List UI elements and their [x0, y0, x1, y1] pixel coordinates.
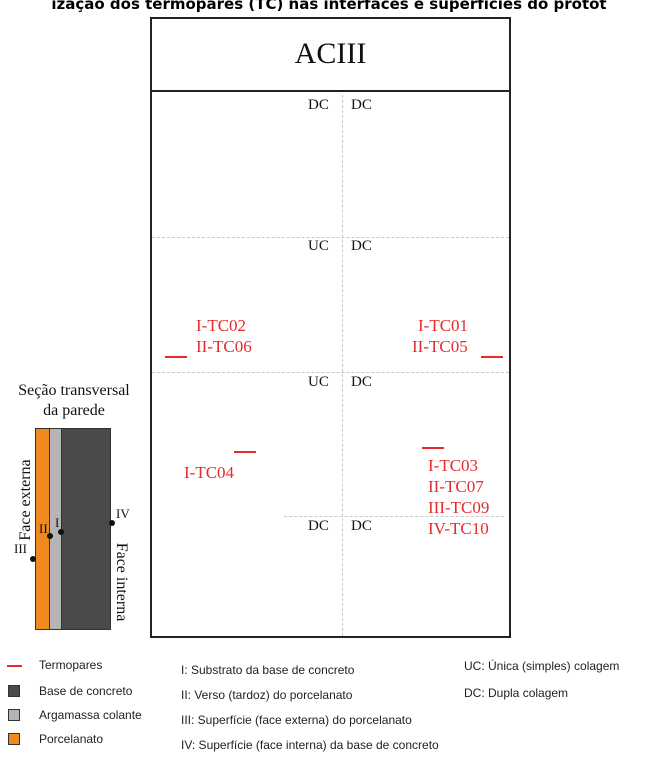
position-label-iii: III — [14, 541, 27, 556]
legend-position: II: Verso (tardoz) do porcelanato — [181, 688, 353, 702]
tc-label: II-TC07 — [428, 477, 484, 496]
tc-label: I-TC02 — [196, 316, 247, 335]
tc-label: I-TC01 — [418, 316, 469, 335]
legend-swatch-termopares — [7, 665, 22, 667]
tc-label: I-TC04 — [184, 463, 235, 482]
layer-concreto — [61, 428, 111, 630]
row-divider-1 — [152, 237, 509, 238]
zone-label: DC — [351, 518, 372, 534]
section-title: Seção transversal da parede — [4, 381, 144, 421]
legend-label: Base de concreto — [39, 684, 133, 698]
legend-swatch-concreto — [8, 685, 20, 697]
tc-label: IV-TC10 — [428, 519, 489, 538]
legend-label: Porcelanato — [39, 732, 104, 746]
tc-label: II-TC05 — [412, 337, 468, 356]
panel-title: ACIII — [150, 17, 511, 92]
section-title-line: da parede — [43, 402, 105, 419]
face-external-label: Face externa — [17, 459, 34, 541]
thermocouple-marker — [481, 356, 503, 358]
legend-label: Termopares — [39, 658, 103, 672]
legend-bonding: DC: Dupla colagem — [464, 686, 569, 700]
position-dot-ii — [47, 533, 53, 539]
face-internal-label: Face interna — [113, 542, 130, 622]
center-divider — [342, 95, 343, 636]
position-label-ii: II — [39, 521, 48, 536]
position-dot-iv — [109, 520, 115, 526]
position-label-iv: IV — [116, 506, 130, 521]
thermocouple-marker — [422, 447, 444, 449]
legend-position: I: Substrato da base de concreto — [181, 663, 355, 677]
zone-label: DC — [308, 518, 329, 534]
figure-caption: ização dos termopares (TC) nas interface… — [51, 0, 607, 13]
zone-label: DC — [351, 97, 372, 113]
legend-position: III: Superfície (face externa) do porcel… — [181, 713, 412, 727]
tc-label: III-TC09 — [428, 498, 490, 517]
row-divider-3 — [284, 516, 504, 517]
zone-label: DC — [351, 374, 372, 390]
position-label-i: I — [55, 515, 60, 530]
thermocouple-marker — [234, 451, 256, 453]
zone-label: UC — [308, 374, 329, 390]
panel-outline — [150, 17, 511, 638]
row-divider-2 — [152, 372, 509, 373]
position-dot-i — [58, 529, 64, 535]
legend-swatch-argamassa — [8, 709, 20, 721]
legend-swatch-porcelanato — [8, 733, 20, 745]
legend-position: IV: Superfície (face interna) da base de… — [181, 738, 439, 752]
legend-label: Argamassa colante — [39, 708, 142, 722]
thermocouple-marker — [165, 356, 187, 358]
tc-label: II-TC06 — [196, 337, 252, 356]
legend-bonding: UC: Única (simples) colagem — [464, 659, 620, 673]
tc-label: I-TC03 — [428, 456, 479, 475]
zone-label: DC — [308, 97, 329, 113]
zone-label: DC — [351, 238, 372, 254]
zone-label: UC — [308, 238, 329, 254]
section-title-line: Seção transversal — [18, 382, 130, 399]
position-dot-iii — [30, 556, 36, 562]
